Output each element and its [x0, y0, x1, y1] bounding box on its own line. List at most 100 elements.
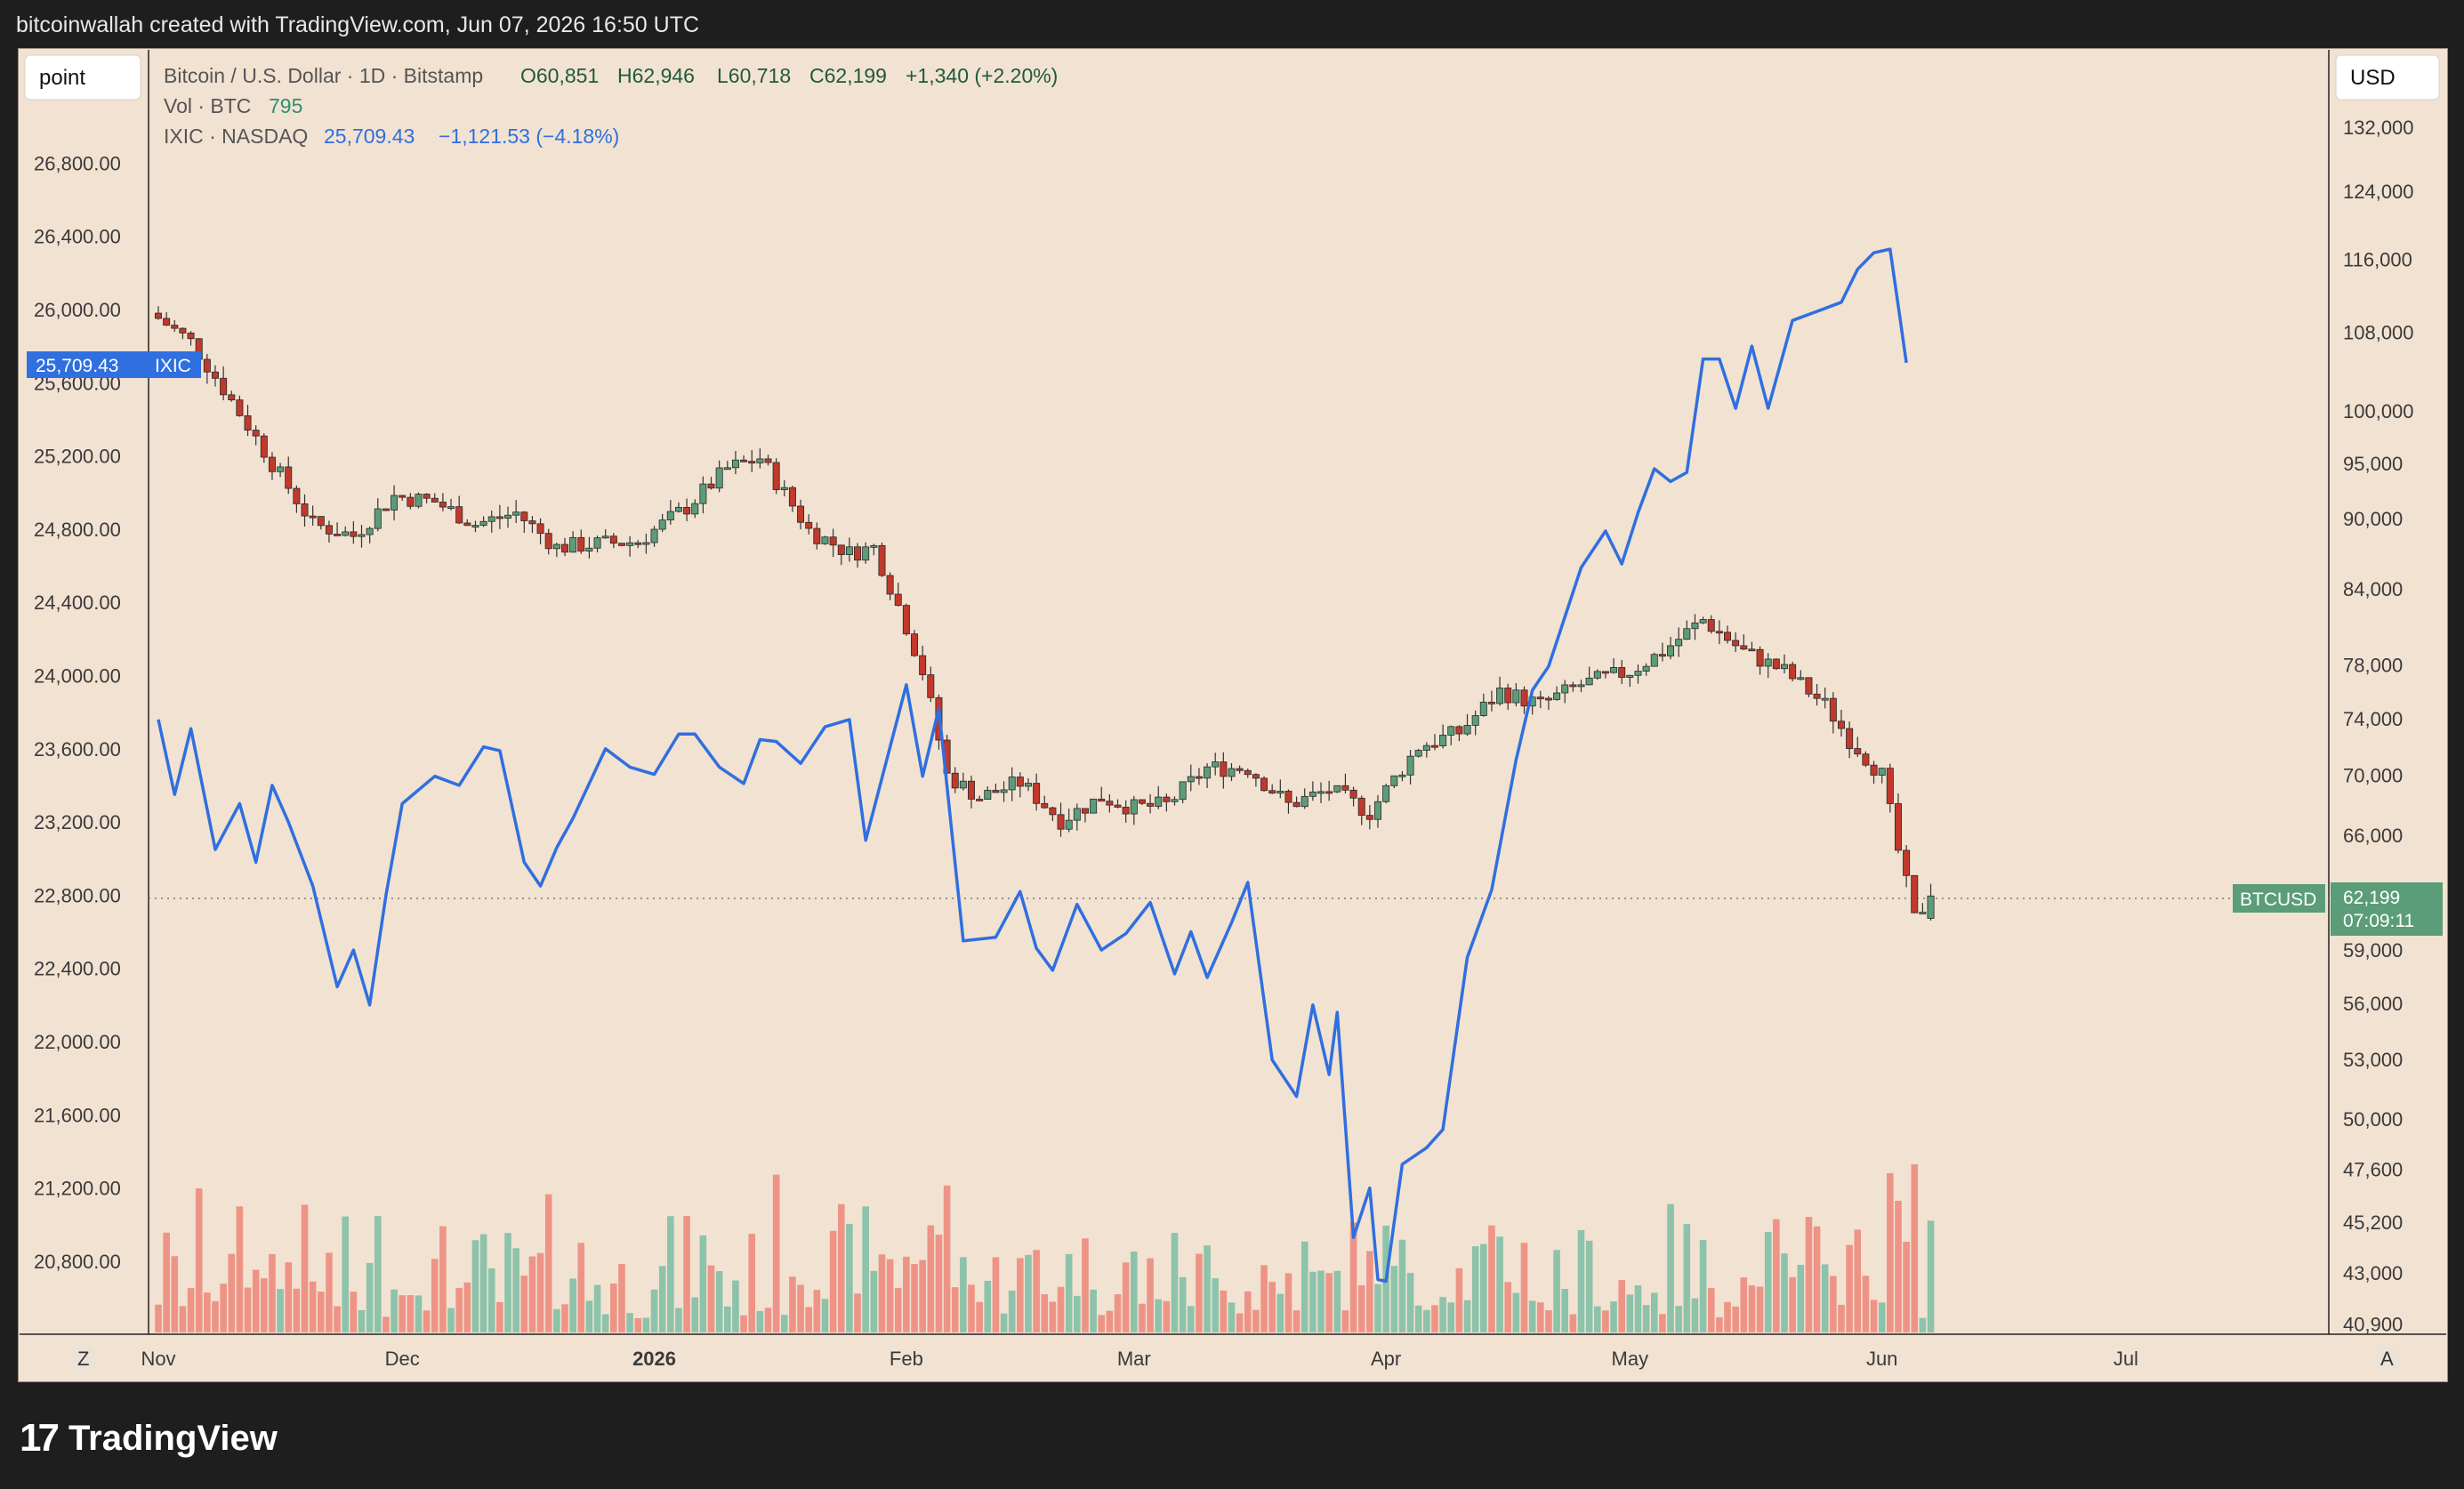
- volume-bar: [1675, 1306, 1682, 1332]
- volume-bar: [626, 1313, 633, 1332]
- volume-bar: [691, 1297, 699, 1332]
- volume-bar: [1740, 1277, 1748, 1332]
- volume-bar: [1431, 1305, 1438, 1332]
- candle-body: [1308, 792, 1317, 797]
- volume-bar: [1041, 1294, 1049, 1332]
- candle-body: [626, 542, 634, 546]
- right-tick-label: 116,000: [2343, 249, 2412, 271]
- candle-body: [528, 520, 536, 525]
- right-tick-label: 84,000: [2343, 578, 2403, 600]
- volume-bar: [984, 1280, 992, 1332]
- left-tick-label: 24,800.00: [34, 519, 121, 541]
- volume-bar: [1220, 1290, 1228, 1332]
- candle-body: [495, 516, 503, 519]
- volume-bar: [536, 1252, 544, 1332]
- candle-body: [293, 487, 301, 504]
- volume-bar: [1732, 1306, 1739, 1332]
- candle-body: [1829, 697, 1837, 722]
- volume-bar: [870, 1270, 878, 1332]
- candle-body: [1422, 744, 1430, 751]
- candle-body: [520, 511, 528, 521]
- candle-body: [1585, 677, 1593, 686]
- candle-body: [1911, 874, 1919, 914]
- right-corner-button[interactable]: A: [2373, 1344, 2402, 1372]
- candle-body: [902, 605, 910, 635]
- candle-body: [1878, 768, 1886, 776]
- candle-body: [268, 456, 276, 472]
- left-tick-label: 23,200.00: [34, 811, 121, 833]
- candle-body: [1870, 764, 1878, 776]
- candle-body: [1000, 789, 1008, 793]
- volume-bar: [585, 1300, 593, 1332]
- candle-body: [813, 527, 821, 544]
- candle-body: [1455, 726, 1463, 735]
- volume-bar: [293, 1288, 301, 1332]
- volume-bar: [187, 1288, 195, 1332]
- candle-body: [309, 515, 317, 519]
- left-corner-button[interactable]: Z: [69, 1344, 98, 1372]
- volume-bar: [1813, 1226, 1821, 1332]
- left-tick-label: 26,400.00: [34, 226, 121, 248]
- candle-body: [1138, 799, 1146, 804]
- candle-body: [1471, 715, 1479, 726]
- volume-bar: [1480, 1244, 1487, 1332]
- volume-bar: [813, 1290, 821, 1332]
- volume-bar: [1196, 1253, 1203, 1332]
- candle-body: [1789, 664, 1797, 680]
- volume-bar: [1463, 1300, 1471, 1332]
- volume-bar: [577, 1243, 585, 1332]
- candle-body: [609, 535, 617, 544]
- volume-bar: [1179, 1276, 1187, 1332]
- currency-button[interactable]: USD: [2335, 54, 2440, 101]
- candle-body: [1106, 801, 1114, 806]
- volume-bar: [1528, 1300, 1536, 1332]
- volume-bar: [277, 1289, 284, 1332]
- right-axis-ticks: 132,000 124,000 116,000 108,000 100,000 95,00…: [2343, 117, 2414, 1336]
- volume-bar: [1357, 1284, 1365, 1332]
- time-tick-label: Nov: [141, 1348, 175, 1370]
- volume-bar: [960, 1257, 967, 1332]
- candle-body: [1163, 796, 1171, 802]
- candle-body: [463, 522, 471, 527]
- volume-bar: [1650, 1292, 1658, 1332]
- volume-bar: [1537, 1302, 1544, 1332]
- point-button[interactable]: point: [24, 54, 141, 101]
- volume-bar: [1781, 1253, 1788, 1332]
- candle-body: [1748, 648, 1756, 652]
- left-tick-label: 24,400.00: [34, 592, 121, 614]
- candle-body: [1049, 807, 1057, 816]
- candle-body: [374, 508, 382, 529]
- volume-bar: [1854, 1229, 1862, 1332]
- volume-bar: [399, 1295, 406, 1332]
- chart-frame: [18, 48, 2448, 1382]
- legend-low: L60,718: [717, 64, 791, 87]
- candle-body: [382, 508, 390, 511]
- volume-bar: [1862, 1276, 1870, 1332]
- volume-bar: [1488, 1225, 1495, 1332]
- candle-body: [1805, 677, 1813, 695]
- volume-bar: [1927, 1220, 1935, 1332]
- volume-bar: [285, 1262, 293, 1332]
- volume-bar: [1593, 1306, 1601, 1332]
- volume-bar: [334, 1306, 341, 1332]
- candle-body: [772, 462, 780, 490]
- volume-bar: [374, 1216, 382, 1332]
- volume-bar: [1439, 1297, 1446, 1332]
- candle-body: [1341, 785, 1349, 791]
- volume-bar: [1252, 1309, 1260, 1332]
- btc-candles: [154, 306, 1935, 921]
- volume-bar: [1260, 1265, 1268, 1332]
- candle-body: [423, 494, 431, 499]
- volume-bar: [780, 1315, 788, 1332]
- time-tick-label: Jun: [1866, 1348, 1897, 1370]
- candle-body: [1569, 684, 1577, 688]
- candle-body: [821, 536, 829, 544]
- volume-bar: [764, 1308, 772, 1332]
- legend-change: +1,340 (+2.20%): [906, 64, 1058, 87]
- candle-body: [1268, 790, 1276, 794]
- volume-bar: [1268, 1282, 1276, 1332]
- right-tick-label: 47,600: [2343, 1158, 2403, 1180]
- candle-body: [1854, 748, 1862, 755]
- volume-bar: [862, 1206, 869, 1332]
- legend-vol-value: 795: [269, 94, 302, 117]
